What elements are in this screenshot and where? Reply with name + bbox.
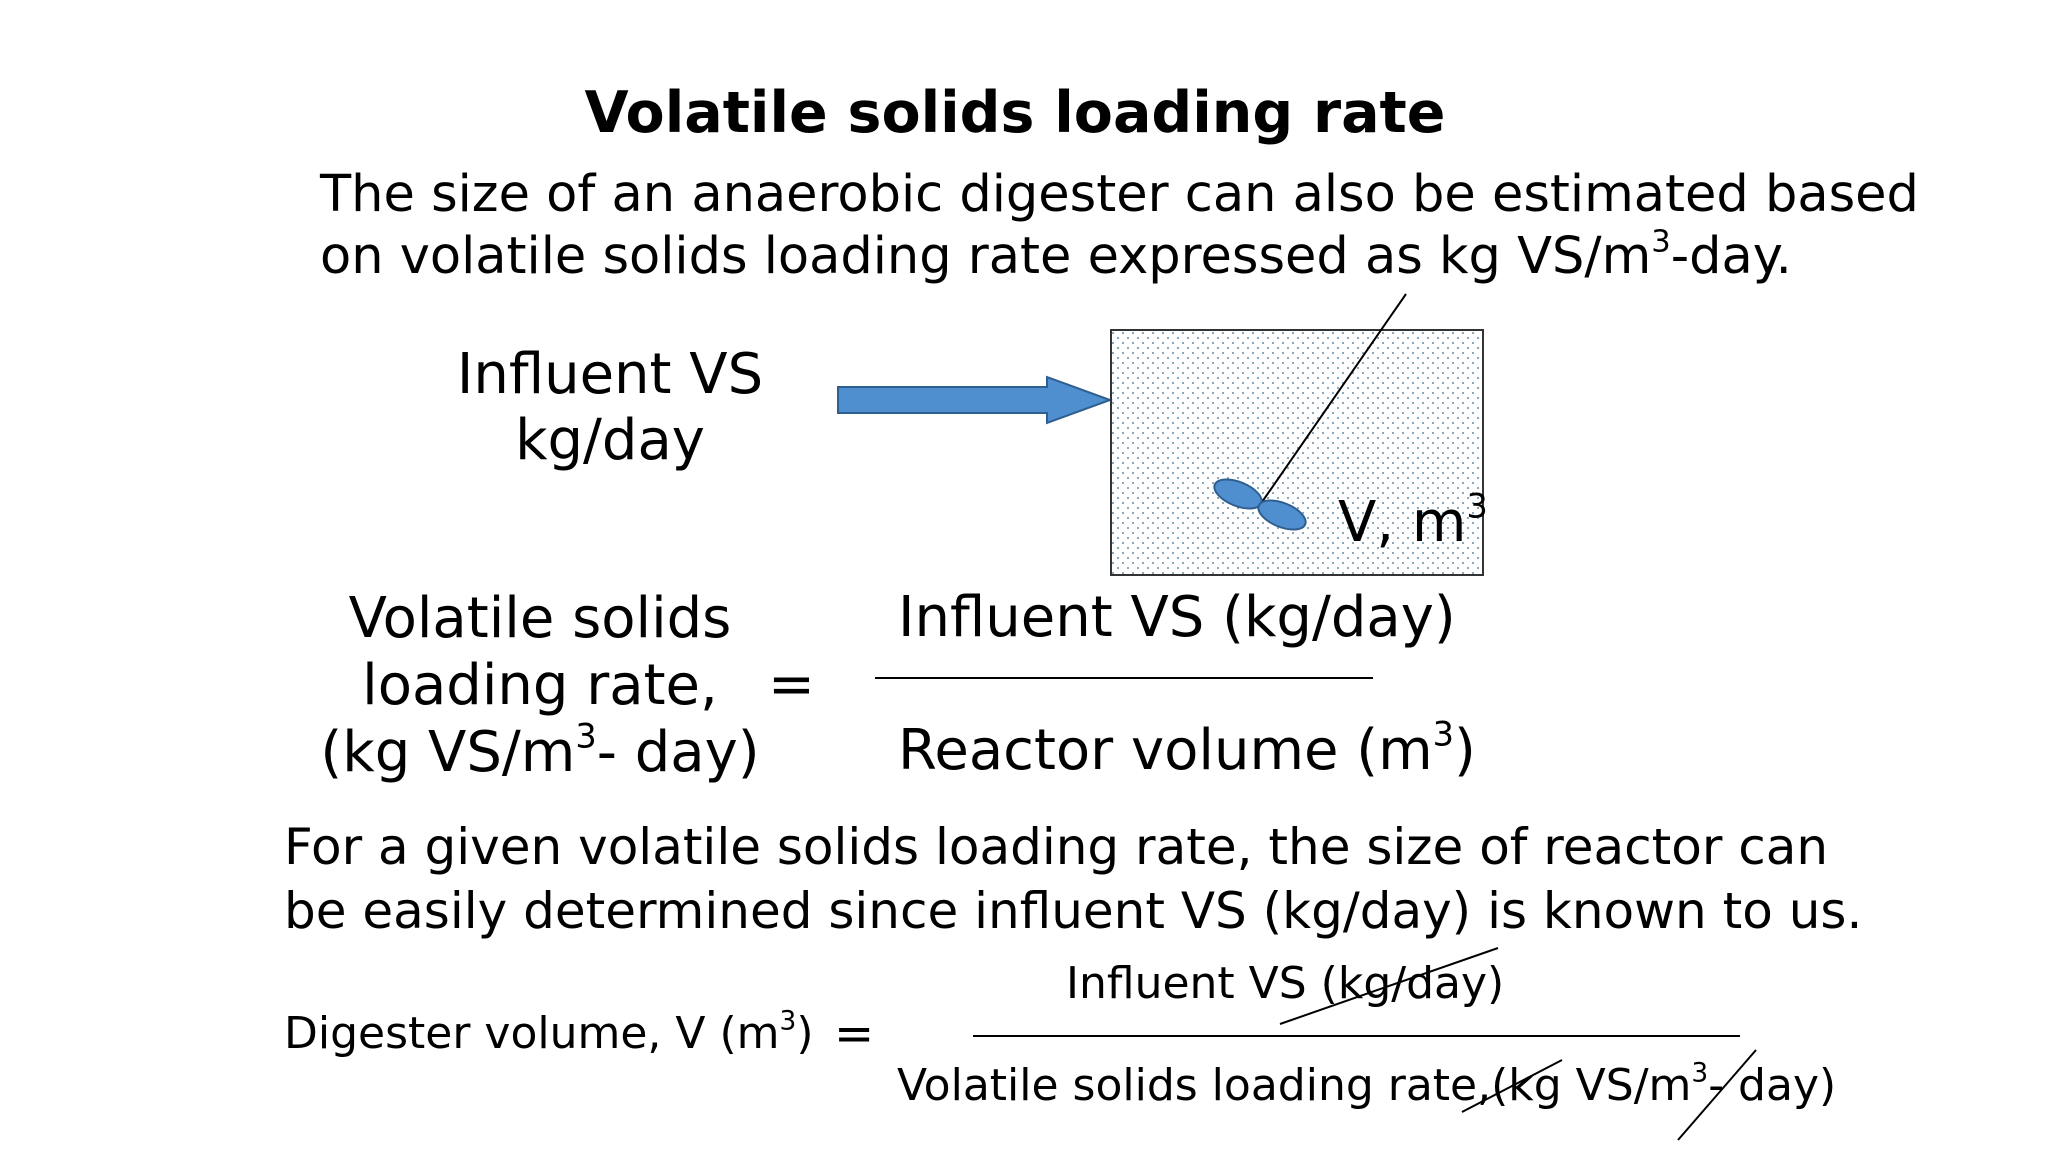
lhs-line-3: (kg VS/m3- day) <box>320 716 760 785</box>
formula2-denominator: Volatile solids loading rate,(kg VS/m3- … <box>897 1057 1837 1111</box>
equals-sign-1: = <box>768 652 815 717</box>
intro-line-2: on volatile solids loading rate expresse… <box>320 224 1792 286</box>
explanation-line-2: be easily determined since influent VS (… <box>284 882 1863 940</box>
equals-sign-2: = <box>834 1006 875 1062</box>
fraction-bar-2 <box>973 1035 1740 1037</box>
mixer-shaft <box>1261 293 1407 503</box>
intro-line-1: The size of an anaerobic digester can al… <box>320 165 1919 224</box>
lhs-line-2: loading rate, <box>362 653 718 718</box>
formula1-numerator: Influent VS (kg/day) <box>898 585 1456 650</box>
influent-arrow <box>837 375 1113 425</box>
strike-day-denominator <box>1677 1049 1757 1141</box>
mixer-paddle-right <box>1257 499 1307 531</box>
strike-kg-denominator <box>1461 1059 1563 1113</box>
slide-title: Volatile solids loading rate <box>584 80 1446 146</box>
volume-label: V, m3 <box>1338 486 1488 555</box>
loading-rate-lhs: Volatile solids loading rate, (kg VS/m3-… <box>300 585 780 786</box>
strike-kg-numerator <box>1279 947 1499 1025</box>
explanation-line-1: For a given volatile solids loading rate… <box>284 818 1829 876</box>
fraction-bar-1 <box>875 677 1373 679</box>
influent-label-line-2: kg/day <box>515 408 705 473</box>
digester-volume-lhs: Digester volume, V (m3) <box>284 1005 814 1059</box>
lhs-line-1: Volatile solids <box>348 586 732 651</box>
influent-label-line-1: Influent VS <box>456 342 764 407</box>
formula2-numerator: Influent VS (kg/day) <box>1066 958 1505 1009</box>
influent-label: Influent VS kg/day <box>430 342 790 474</box>
formula1-denominator: Reactor volume (m3) <box>898 714 1476 783</box>
